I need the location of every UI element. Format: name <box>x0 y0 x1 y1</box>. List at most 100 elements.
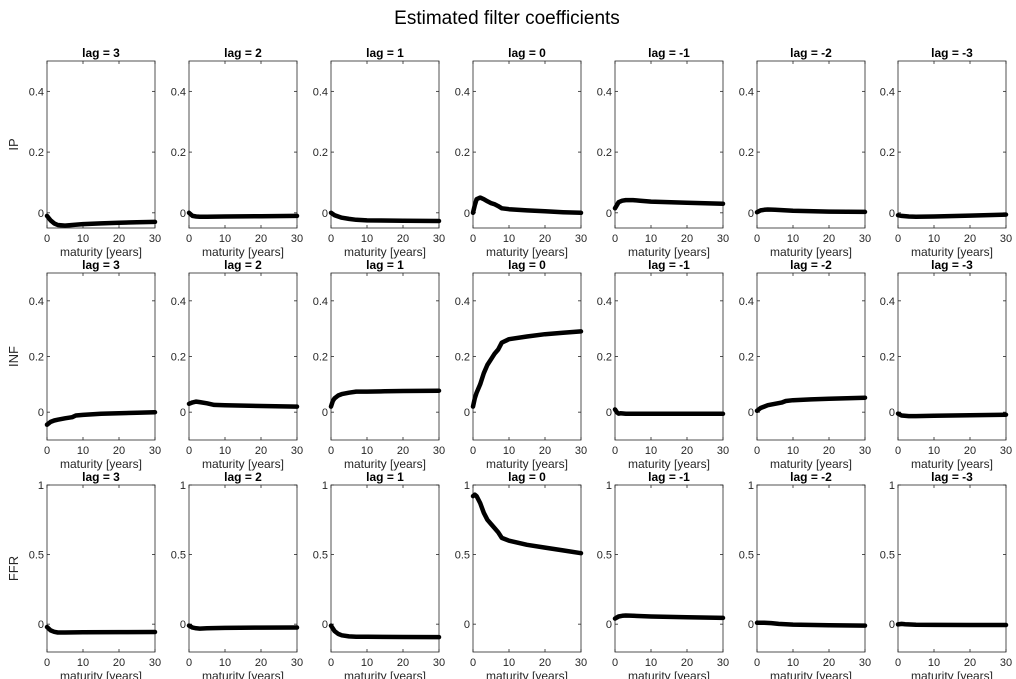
y-tick-label: 0 <box>889 619 895 631</box>
x-axis-label: maturity [years] <box>770 669 852 679</box>
y-axis-label-ip: IP <box>6 138 21 150</box>
panel-title: lag = 3 <box>82 258 120 272</box>
y-tick-label: 0.4 <box>29 86 44 98</box>
x-tick-label: 0 <box>612 657 618 669</box>
series-line <box>612 407 726 417</box>
panel-title: lag = 3 <box>82 470 120 484</box>
x-tick-label: 10 <box>361 445 373 457</box>
x-tick-label: 20 <box>681 445 693 457</box>
y-tick-label: 0.2 <box>455 352 470 364</box>
panel-inf-col3: lag = 1 0 0.2 0.4 0 10 20 30 maturity [years] <box>313 258 445 471</box>
x-axis-label: maturity [years] <box>770 457 852 471</box>
x-axis-label: maturity [years] <box>60 457 142 471</box>
plot-frame <box>330 484 440 653</box>
x-axis-label: maturity [years] <box>202 669 284 679</box>
x-tick-label: 30 <box>575 657 587 669</box>
panel-title: lag = -3 <box>931 470 973 484</box>
x-axis-label: maturity [years] <box>344 457 426 471</box>
panel-title: lag = 1 <box>366 470 404 484</box>
x-tick-label: 30 <box>575 445 587 457</box>
plot-frame <box>897 272 1007 441</box>
x-tick-label: 20 <box>397 445 409 457</box>
y-tick-label: 0 <box>748 619 754 631</box>
x-tick-label: 10 <box>787 233 799 245</box>
plot-frame <box>330 272 440 441</box>
panel-title: lag = 2 <box>224 258 262 272</box>
y-tick-label: 0.2 <box>171 147 186 159</box>
y-tick-label: 0 <box>606 407 612 419</box>
plot-frame <box>756 60 866 229</box>
y-tick-label: 0 <box>180 208 186 220</box>
x-tick-label: 0 <box>754 445 760 457</box>
y-tick-label: 0 <box>748 407 754 419</box>
y-tick-label: 0.2 <box>313 352 328 364</box>
plot-frame <box>756 272 866 441</box>
x-tick-label: 30 <box>1000 657 1012 669</box>
y-tick-label: 1 <box>748 480 754 492</box>
x-tick-label: 30 <box>717 445 729 457</box>
y-tick-label: 0.2 <box>739 352 754 364</box>
y-tick-label: 0 <box>464 619 470 631</box>
x-tick-label: 30 <box>859 445 871 457</box>
panel-title: lag = 0 <box>508 258 546 272</box>
x-tick-label: 30 <box>149 233 161 245</box>
x-tick-label: 10 <box>928 657 940 669</box>
x-tick-label: 10 <box>645 657 657 669</box>
x-tick-label: 20 <box>539 445 551 457</box>
x-tick-label: 0 <box>470 233 476 245</box>
series-line <box>186 210 300 220</box>
series-line <box>612 197 726 211</box>
x-tick-label: 20 <box>397 233 409 245</box>
plot-frame <box>472 60 582 229</box>
x-tick-label: 0 <box>44 445 50 457</box>
x-tick-label: 20 <box>681 233 693 245</box>
y-tick-label: 0.2 <box>29 147 44 159</box>
x-axis-label: maturity [years] <box>486 669 568 679</box>
panel-inf-col6: lag = -2 0 0.2 0.4 0 10 20 30 maturity [years] <box>739 258 871 471</box>
x-tick-label: 10 <box>361 233 373 245</box>
x-axis-label: maturity [years] <box>344 669 426 679</box>
panel-ip-col5: lag = -1 0 0.2 0.4 0 10 20 30 maturity [years] <box>597 46 729 259</box>
y-tick-label: 0 <box>606 619 612 631</box>
plot-frame <box>472 272 582 441</box>
panel-title: lag = 0 <box>508 46 546 60</box>
y-tick-label: 0.2 <box>597 147 612 159</box>
x-tick-label: 0 <box>44 233 50 245</box>
x-tick-label: 10 <box>787 445 799 457</box>
series-line <box>328 623 442 640</box>
x-tick-label: 0 <box>328 445 334 457</box>
y-tick-label: 0 <box>464 407 470 419</box>
x-axis-label: maturity [years] <box>486 457 568 471</box>
x-tick-label: 0 <box>328 657 334 669</box>
plot-frame <box>46 484 156 653</box>
y-tick-label: 0.4 <box>29 296 44 308</box>
x-tick-label: 0 <box>470 445 476 457</box>
series-line <box>754 620 868 628</box>
y-tick-label: 0.4 <box>880 296 895 308</box>
plot-frame <box>188 484 298 653</box>
series-line <box>754 207 868 215</box>
series-line <box>186 399 300 409</box>
x-tick-label: 20 <box>823 445 835 457</box>
x-tick-label: 10 <box>219 657 231 669</box>
x-axis-label: maturity [years] <box>628 669 710 679</box>
x-tick-label: 30 <box>433 233 445 245</box>
y-tick-label: 0 <box>180 619 186 631</box>
x-tick-label: 20 <box>113 657 125 669</box>
series-line <box>470 492 584 556</box>
series-line <box>895 411 1009 419</box>
panel-inf-col2: lag = 2 0 0.2 0.4 0 10 20 30 maturity [years] <box>171 258 303 471</box>
series-line <box>895 621 1009 628</box>
panel-title: lag = 3 <box>82 46 120 60</box>
y-tick-label: 0.5 <box>455 550 470 562</box>
plot-frame <box>188 60 298 229</box>
x-tick-label: 0 <box>895 445 901 457</box>
x-tick-label: 0 <box>44 657 50 669</box>
panel-title: lag = 2 <box>224 46 262 60</box>
y-tick-label: 0 <box>606 208 612 220</box>
panel-ip-col2: lag = 2 0 0.2 0.4 0 10 20 30 maturity [years] <box>171 46 303 259</box>
